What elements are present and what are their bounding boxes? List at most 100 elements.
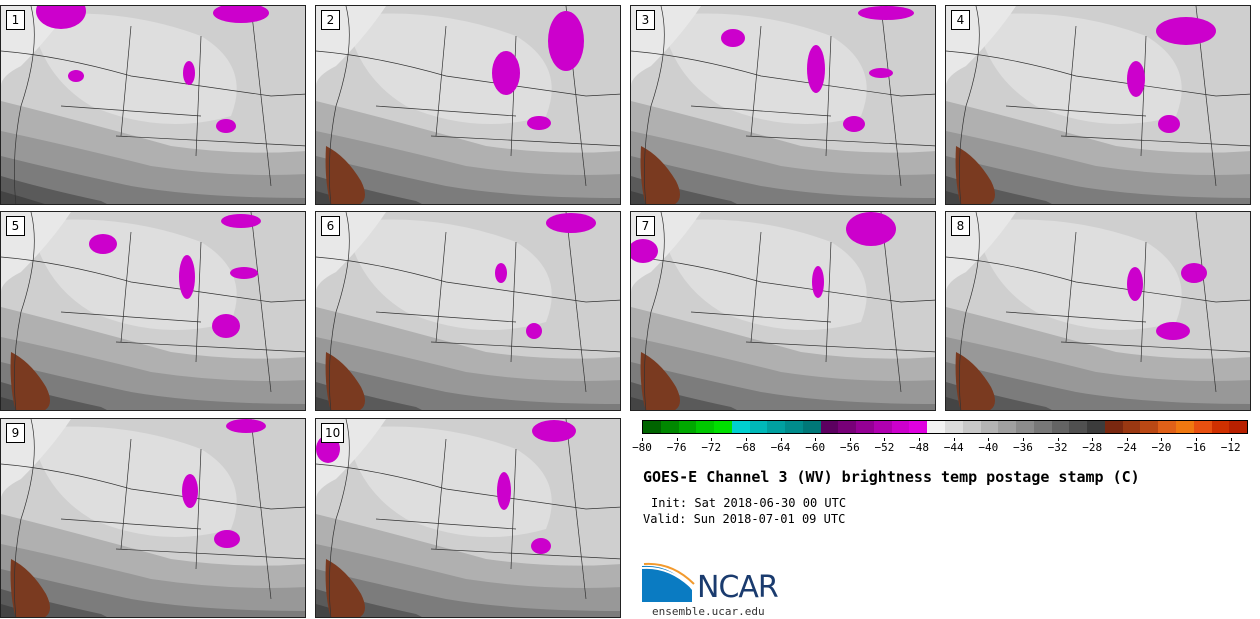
- member-label: 1: [6, 10, 25, 30]
- member-label: 4: [951, 10, 970, 30]
- state-boundary: [946, 50, 1250, 97]
- colorbar-tick-label: −60: [805, 441, 826, 454]
- cold-cloud-region: [527, 116, 551, 130]
- colorbar-swatch: [696, 421, 715, 433]
- colorbar-swatch: [1158, 421, 1176, 433]
- state-boundary: [375, 311, 517, 323]
- temp-band: [316, 156, 620, 204]
- member-label: 10: [321, 423, 345, 443]
- colorbar-tick-mark: [1161, 438, 1163, 441]
- temp-band: [31, 426, 237, 537]
- state-boundary: [958, 212, 980, 410]
- state-boundary: [195, 448, 202, 570]
- state-boundary: [690, 311, 832, 323]
- colorbar-swatch: [1122, 421, 1141, 433]
- colorbar-swatch: [1033, 421, 1052, 433]
- state-boundary: [565, 212, 587, 393]
- colorbar-swatch: [1229, 421, 1248, 433]
- cold-cloud-region: [183, 61, 195, 85]
- colorbar-tick-mark: [642, 438, 643, 441]
- cold-cloud-region: [221, 214, 261, 228]
- state-boundary: [375, 518, 517, 530]
- colorbar-swatch: [1175, 421, 1194, 433]
- cold-cloud-region: [807, 45, 825, 93]
- state-boundary: [250, 212, 272, 393]
- valid-time: Valid: Sun 2018-07-01 09 UTC: [643, 512, 846, 526]
- colorbar-swatch: [856, 421, 874, 433]
- colorbar-swatch: [1140, 421, 1159, 433]
- brightness-temp-map: [1, 212, 305, 410]
- state-boundary: [750, 25, 762, 137]
- colorbar-tick-label: −28: [1082, 441, 1103, 454]
- state-boundary: [825, 35, 832, 157]
- member-label: 6: [321, 216, 340, 236]
- cold-cloud-region: [495, 263, 507, 283]
- warm-region: [640, 352, 680, 410]
- colorbar-swatch: [767, 421, 786, 433]
- state-boundary: [120, 25, 132, 137]
- stamp-panel: 4: [945, 5, 1251, 205]
- colorbar-tick-label: −80: [632, 441, 652, 454]
- colorbar-swatch: [785, 421, 803, 433]
- state-boundary: [1005, 105, 1147, 117]
- temp-band: [1, 362, 305, 410]
- ncar-logo-text: NCAR: [697, 570, 779, 605]
- stamp-panel: 1: [0, 5, 306, 205]
- colorbar-swatch: [678, 421, 697, 433]
- state-boundary: [435, 231, 447, 343]
- warm-region: [955, 352, 995, 410]
- cold-cloud-region: [216, 119, 236, 133]
- cold-cloud-region: [182, 474, 198, 508]
- colorbar-tick-label: −44: [943, 441, 964, 454]
- colorbar-tick-mark: [884, 438, 886, 441]
- state-boundary: [195, 241, 202, 363]
- warm-region: [325, 146, 365, 204]
- temp-band: [346, 13, 552, 124]
- state-boundary: [510, 448, 517, 570]
- stamp-panel: 5: [0, 211, 306, 411]
- state-boundary: [1005, 311, 1147, 323]
- colorbar-tick-label: −48: [909, 441, 929, 454]
- ncar-logo-icon: [642, 562, 695, 602]
- cold-cloud-region: [213, 6, 269, 23]
- temp-band: [346, 219, 552, 330]
- colorbar-tick-label: −72: [701, 441, 722, 454]
- member-label: 2: [321, 10, 340, 30]
- warm-region: [10, 352, 50, 410]
- colorbar-swatch: [660, 421, 679, 433]
- state-boundary: [195, 35, 202, 157]
- state-boundary: [745, 135, 935, 147]
- brightness-temp-map: [316, 212, 620, 410]
- colorbar-tick-mark: [745, 438, 747, 441]
- colorbar-swatch: [891, 421, 910, 433]
- state-boundary: [328, 6, 350, 204]
- temp-band: [661, 219, 867, 330]
- colorbar-swatch: [1193, 421, 1212, 433]
- temp-band: [31, 219, 237, 330]
- state-boundary: [1140, 241, 1147, 363]
- state-boundary: [1195, 212, 1217, 393]
- state-boundary: [565, 419, 587, 600]
- colorbar-tick-label: −20: [1151, 441, 1172, 454]
- cold-cloud-region: [812, 266, 824, 298]
- cold-cloud-region: [68, 70, 84, 82]
- colorbar-tick-mark: [1022, 438, 1024, 441]
- state-boundary: [1140, 35, 1147, 157]
- state-boundary: [1065, 25, 1077, 137]
- colorbar-swatch: [838, 421, 857, 433]
- member-label: 7: [636, 216, 655, 236]
- state-boundary: [1060, 341, 1250, 353]
- stamp-panel: 10: [315, 418, 621, 618]
- state-boundary: [328, 419, 350, 617]
- state-boundary: [1, 50, 305, 97]
- colorbar-tick-mark: [988, 438, 990, 441]
- colorbar-tick-label: −56: [839, 441, 860, 454]
- brightness-temp-map: [1, 6, 305, 204]
- temp-band: [316, 569, 620, 617]
- temp-band: [31, 13, 237, 124]
- state-boundary: [60, 518, 202, 530]
- colorbar-tick-label: −52: [874, 441, 895, 454]
- state-boundary: [1065, 231, 1077, 343]
- colorbar-swatch: [820, 421, 839, 433]
- state-boundary: [510, 241, 517, 363]
